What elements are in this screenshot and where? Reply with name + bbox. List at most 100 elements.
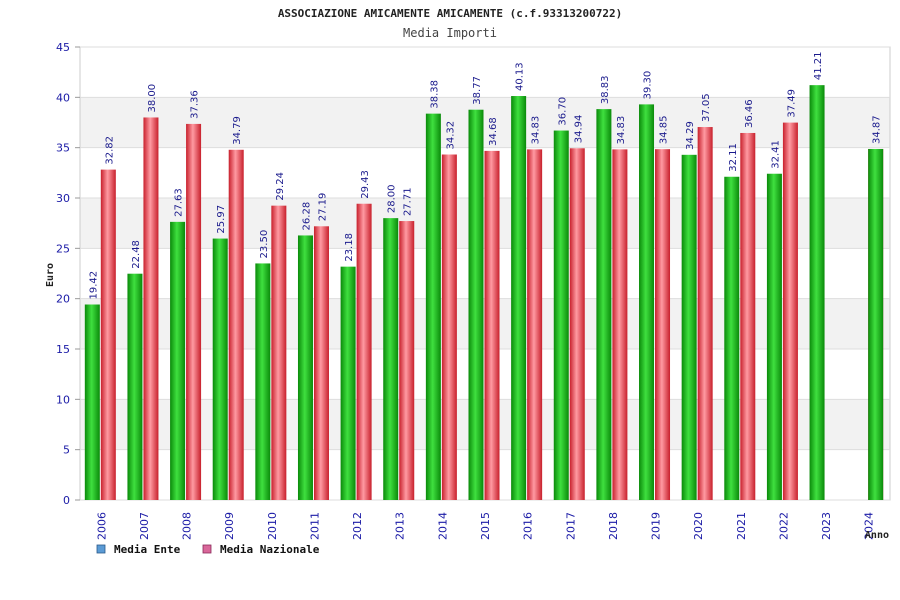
y-tick-label: 5 [63, 444, 70, 457]
x-tick-label: 2011 [308, 512, 321, 540]
value-label: 40.13 [515, 62, 526, 91]
x-tick-label: 2008 [181, 512, 194, 540]
bar-media-ente [639, 104, 655, 500]
value-label: 29.24 [275, 172, 286, 201]
bar-media-nazionale [399, 221, 415, 500]
x-tick-label: 2023 [820, 512, 833, 540]
bar-media-nazionale [186, 123, 202, 500]
value-label: 34.83 [616, 116, 627, 145]
bar-media-ente [84, 304, 100, 500]
legend-swatch-media-ente [96, 544, 106, 554]
bar-media-ente [596, 109, 612, 501]
value-label: 38.38 [429, 80, 440, 109]
bar-media-ente [511, 96, 527, 501]
value-label: 22.48 [131, 240, 142, 269]
value-label: 41.21 [813, 52, 824, 81]
x-tick-label: 2020 [692, 512, 705, 540]
bar-media-ente [868, 148, 884, 500]
value-label: 32.82 [104, 136, 115, 165]
grid-band [80, 97, 890, 148]
value-label: 28.00 [387, 184, 398, 213]
x-tick-label: 2014 [436, 512, 449, 540]
value-label: 34.79 [232, 116, 243, 145]
x-tick-label: 2022 [777, 512, 790, 540]
value-label: 36.70 [557, 97, 568, 126]
value-label: 37.49 [786, 89, 797, 118]
bar-media-nazionale [527, 149, 543, 501]
value-label: 34.83 [531, 116, 542, 145]
value-label: 27.63 [174, 188, 185, 217]
y-axis-label: Euro [45, 263, 56, 287]
value-label: 38.00 [147, 84, 158, 113]
value-label: 34.94 [573, 115, 584, 144]
bar-media-nazionale [271, 205, 287, 500]
value-label: 19.42 [88, 271, 99, 300]
bar-media-nazionale [782, 122, 798, 500]
bar-media-ente [170, 221, 186, 500]
x-tick-label: 2021 [735, 512, 748, 540]
y-tick-label: 20 [56, 293, 70, 306]
bar-media-ente [383, 218, 399, 500]
bar-media-nazionale [655, 149, 671, 500]
value-label: 32.11 [728, 143, 739, 172]
legend: Media Ente Media Nazionale [96, 543, 320, 556]
bar-media-ente [297, 235, 313, 500]
x-tick-label: 2013 [394, 512, 407, 540]
bar-media-nazionale [612, 149, 628, 501]
x-tick-label: 2007 [138, 512, 151, 540]
y-tick-label: 15 [56, 343, 70, 356]
x-tick-label: 2009 [223, 512, 236, 540]
y-tick-label: 10 [56, 393, 70, 406]
legend-label-media-nazionale: Media Nazionale [220, 543, 320, 556]
value-label: 32.41 [770, 140, 781, 169]
y-tick-label: 35 [56, 142, 70, 155]
value-label: 36.46 [744, 99, 755, 128]
bar-media-ente [468, 109, 484, 500]
x-tick-label: 2010 [266, 512, 279, 540]
chart-subtitle: Media Importi [403, 26, 497, 40]
value-label: 34.85 [659, 116, 670, 145]
value-label: 38.83 [600, 75, 611, 104]
bars [84, 85, 884, 501]
x-tick-label: 2006 [95, 512, 108, 540]
value-label: 34.32 [445, 121, 456, 150]
chart-title: ASSOCIAZIONE AMICAMENTE AMICAMENTE (c.f.… [278, 7, 622, 20]
bar-media-ente [553, 130, 569, 500]
bar-media-nazionale [356, 203, 372, 500]
x-axis-label: Anno [865, 530, 889, 541]
value-label: 26.28 [301, 202, 312, 231]
bar-media-ente [425, 113, 441, 501]
bar-media-nazionale [569, 148, 585, 500]
bar-media-nazionale [100, 169, 116, 500]
x-tick-label: 2016 [522, 512, 535, 540]
y-tick-label: 0 [63, 494, 70, 507]
value-label: 34.87 [872, 115, 883, 144]
bar-media-nazionale [740, 132, 756, 500]
legend-label-media-ente: Media Ente [114, 543, 181, 556]
value-label: 25.97 [216, 205, 227, 234]
y-tick-label: 45 [56, 41, 70, 54]
y-axis-ticks: 0 5 10 15 20 25 30 35 40 45 [56, 41, 80, 507]
bar-media-ente [681, 154, 697, 500]
value-label: 38.77 [472, 76, 483, 105]
bar-media-nazionale [441, 154, 457, 500]
bar-media-ente [340, 266, 356, 500]
value-label: 27.19 [317, 193, 328, 222]
x-tick-label: 2015 [479, 512, 492, 540]
y-tick-label: 25 [56, 242, 70, 255]
value-label: 23.50 [259, 230, 270, 259]
value-label: 39.30 [643, 71, 654, 100]
bar-media-ente [766, 173, 782, 501]
x-tick-label: 2012 [351, 512, 364, 540]
x-tick-label: 2018 [607, 512, 620, 540]
x-axis-ticks: 2006 2007 2008 2009 2010 2011 2012 2013 2014 2015… [95, 512, 875, 540]
legend-swatch-media-nazionale [202, 544, 212, 554]
x-tick-label: 2017 [564, 512, 577, 540]
bar-media-ente [127, 273, 143, 500]
bar-media-nazionale [143, 117, 159, 500]
value-label: 29.43 [360, 170, 371, 199]
value-label: 34.68 [488, 117, 499, 146]
value-label: 34.29 [685, 121, 696, 150]
value-label: 37.36 [190, 90, 201, 119]
